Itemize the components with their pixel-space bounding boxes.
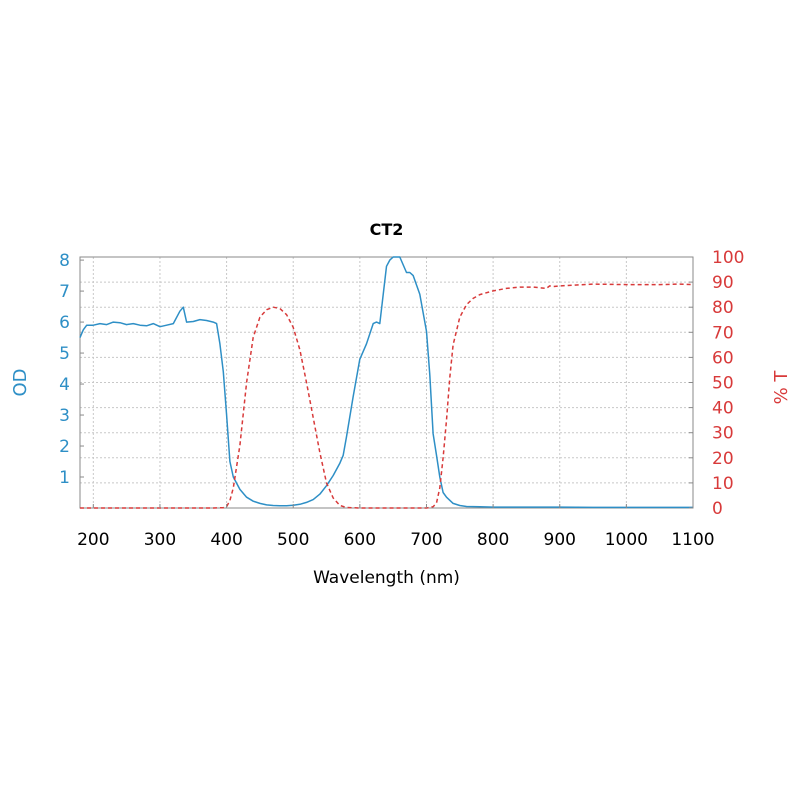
y-axis-label-right: % T <box>771 370 792 405</box>
x-tick-label: 800 <box>477 530 509 550</box>
y-left-tick-label: 8 <box>59 251 70 271</box>
y-right-tick-label: 10 <box>712 474 734 494</box>
y-right-tick-label: 20 <box>712 449 734 469</box>
x-axis-label: Wavelength (nm) <box>313 568 460 588</box>
y-left-tick-label: 4 <box>59 375 70 395</box>
y-left-tick-label: 6 <box>59 313 70 333</box>
x-tick-label: 900 <box>544 530 576 550</box>
series-line-transmission <box>80 283 694 509</box>
x-tick-label: 600 <box>344 530 376 550</box>
y-right-tick-label: 0 <box>712 499 723 519</box>
grid <box>80 257 693 508</box>
y-right-tick-label: 50 <box>712 374 734 394</box>
y-right-tick-label: 100 <box>712 248 744 268</box>
y-left-tick-label: 3 <box>59 406 70 426</box>
y-right-tick-label: 60 <box>712 348 734 368</box>
ticks: 200 300 400 500 600 700 800 900 1000 110012345678… <box>59 248 744 550</box>
x-tick-label: 700 <box>410 530 442 550</box>
chart-title: CT2 <box>370 220 404 239</box>
x-tick-label: 1000 <box>605 530 648 550</box>
y-left-tick-label: 7 <box>59 282 70 302</box>
y-left-tick-label: 5 <box>59 344 70 364</box>
x-tick-label: 400 <box>210 530 242 550</box>
y-right-tick-label: 80 <box>712 298 734 318</box>
y-right-tick-label: 30 <box>712 424 734 444</box>
x-tick-label: 1100 <box>671 530 714 550</box>
y-left-tick-label: 1 <box>59 468 70 488</box>
y-right-tick-label: 40 <box>712 399 734 419</box>
x-tick-label: 200 <box>77 530 109 550</box>
series-line-od <box>79 256 693 509</box>
x-tick-label: 300 <box>144 530 176 550</box>
y-right-tick-label: 70 <box>712 323 734 343</box>
y-axis-label-left: OD <box>10 368 31 396</box>
y-left-tick-label: 2 <box>59 437 70 457</box>
y-right-tick-label: 90 <box>712 273 734 293</box>
x-tick-label: 500 <box>277 530 309 550</box>
series-layer <box>79 256 694 509</box>
